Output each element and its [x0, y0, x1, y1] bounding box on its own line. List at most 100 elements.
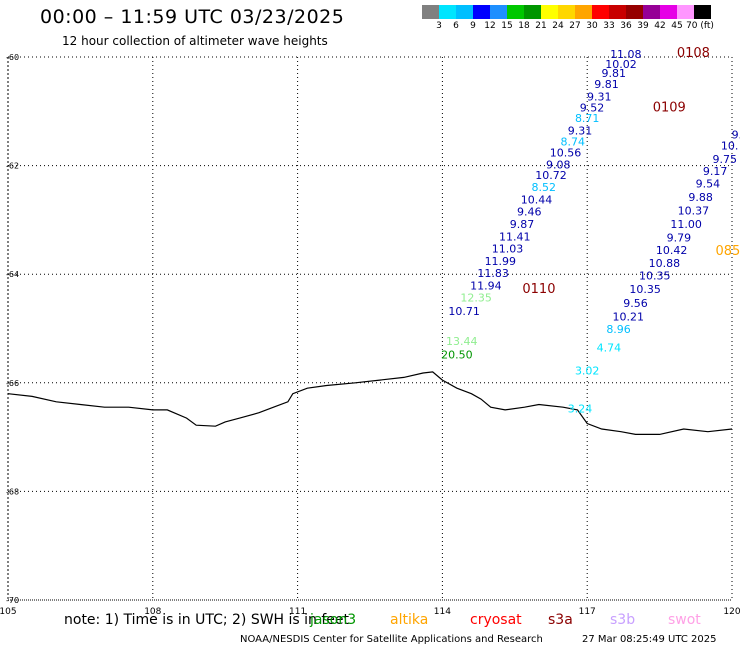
- lon-tick-label: 105: [0, 607, 17, 617]
- lon-tick-label: 114: [434, 607, 451, 617]
- wave-height-label: 10.: [721, 139, 739, 152]
- colorbar-label: 27: [569, 21, 581, 31]
- wave-height-label: 11.83: [477, 267, 509, 280]
- lat-tick-label: -70: [6, 596, 19, 605]
- wave-height-label: 10.35: [639, 270, 671, 283]
- wave-height-label: 9.52: [580, 101, 605, 114]
- wave-height-label: 9.79: [667, 232, 692, 245]
- wave-height-label: 9.88: [688, 191, 713, 204]
- pass-time-label: 0851: [715, 244, 740, 259]
- wave-height-label: 9.31: [568, 125, 593, 138]
- wave-height-label: 9.87: [510, 218, 535, 231]
- wave-height-label: 8.74: [560, 136, 585, 149]
- colorbar-swatch: [490, 5, 507, 19]
- wave-height-label: 9.56: [623, 297, 648, 310]
- antarctic-coastline: [7, 371, 733, 435]
- colorbar-label: 42: [654, 21, 666, 31]
- satellite-legend-item: cryosat: [470, 612, 522, 628]
- satellite-legend-item: s3b: [610, 612, 636, 628]
- wave-height-label: 9.46: [517, 206, 542, 219]
- wave-height-label: 10.37: [678, 204, 710, 217]
- credit-timestamp: 27 Mar 08:25:49 UTC 2025: [582, 634, 717, 645]
- wave-height-label: 11.99: [485, 255, 517, 268]
- colorbar-swatch: [592, 5, 609, 19]
- colorbar-swatch: [507, 5, 524, 19]
- wave-height-label: 10.56: [550, 146, 582, 159]
- pass-time-label: 0110: [522, 282, 555, 297]
- lon-tick-label: 108: [144, 607, 161, 617]
- colorbar-label: 45: [671, 21, 683, 31]
- colorbar-label: 70 (ft): [686, 21, 714, 31]
- wave-height-label: 3.24: [568, 403, 593, 416]
- satellite-legend-item: altika: [390, 612, 429, 628]
- wave-height-label: 20.50: [441, 348, 473, 361]
- colorbar-labels: 3 6 9 12 15 18 21 24 27 30 33 36 39 42 45 70 (ft): [422, 21, 740, 33]
- wave-height-label: 10.44: [521, 194, 553, 207]
- wave-height-label: 8.71: [575, 112, 600, 125]
- lat-tick-label: -66: [6, 379, 19, 388]
- colorbar-swatch: [456, 5, 473, 19]
- wave-height-label: 9.75: [713, 153, 738, 166]
- wave-height-label: 13.44: [446, 335, 478, 348]
- wave-height-label: 9.: [732, 128, 740, 141]
- wave-height-label: 9.54: [696, 177, 721, 190]
- satellite-legend-item: jason3: [310, 612, 357, 628]
- wave-height-label: 9.81: [594, 78, 619, 91]
- colorbar-swatch: [643, 5, 660, 19]
- colorbar-swatch: [422, 5, 439, 19]
- wave-height-label: 10.21: [612, 310, 644, 323]
- satellite-legend-item: swot: [668, 612, 701, 628]
- pass-time-label: 0109: [653, 100, 686, 115]
- wave-height-label: 10.72: [535, 169, 567, 182]
- wave-height-label: 11.94: [470, 279, 502, 292]
- colorbar-swatch: [439, 5, 456, 19]
- colorbar-label: 6: [453, 21, 459, 31]
- colorbar-label: 12: [484, 21, 496, 31]
- wave-height-label: 11.41: [499, 231, 531, 244]
- lon-tick-label: 111: [289, 607, 306, 617]
- page-title: 00:00 – 11:59 UTC 03/23/2025: [40, 6, 345, 28]
- wave-height-label: 4.74: [597, 341, 622, 354]
- colorbar-label: 18: [518, 21, 530, 31]
- wave-height-label: 3.02: [575, 365, 600, 378]
- wave-height-label: 11.00: [670, 218, 702, 231]
- wave-height-label: 8.52: [532, 181, 557, 194]
- colorbar-swatch: [473, 5, 490, 19]
- colorbar-swatch: [660, 5, 677, 19]
- colorbar-label: 39: [637, 21, 649, 31]
- colorbar-label: 24: [552, 21, 564, 31]
- lat-tick-label: -64: [6, 270, 19, 279]
- colorbar-swatch: [626, 5, 643, 19]
- wave-height-label: 11.08: [610, 48, 642, 61]
- lon-tick-label: 120: [723, 607, 740, 617]
- colorbar: [422, 5, 711, 19]
- wave-height-label: 8.96: [606, 323, 631, 336]
- colorbar-swatch: [609, 5, 626, 19]
- colorbar-label: 3: [436, 21, 442, 31]
- wave-height-label: 9.08: [546, 158, 571, 171]
- lat-tick-label: -68: [6, 487, 19, 496]
- page-subtitle: 12 hour collection of altimeter wave hei…: [62, 34, 328, 48]
- colorbar-label: 15: [501, 21, 513, 31]
- colorbar-label: 36: [620, 21, 632, 31]
- colorbar-label: 30: [586, 21, 598, 31]
- lat-tick-label: -62: [6, 162, 19, 171]
- wave-height-label: 9.17: [703, 165, 728, 178]
- colorbar-swatch: [575, 5, 592, 19]
- credit-text: NOAA/NESDIS Center for Satellite Applica…: [240, 634, 543, 645]
- wave-height-label: 10.35: [629, 283, 661, 296]
- colorbar-label: 9: [470, 21, 476, 31]
- wave-height-label: 9.31: [587, 90, 612, 103]
- wave-height-label: 10.42: [656, 244, 688, 257]
- wave-height-label: 10.88: [649, 257, 681, 270]
- map-frame: [7, 56, 733, 601]
- wave-height-label: 10.71: [448, 305, 480, 318]
- wave-height-label: 9.81: [601, 67, 626, 80]
- satellite-legend-item: s3a: [548, 612, 573, 628]
- colorbar-swatch: [694, 5, 711, 19]
- colorbar-label: 21: [535, 21, 547, 31]
- colorbar-swatch: [524, 5, 541, 19]
- colorbar-swatch: [541, 5, 558, 19]
- colorbar-label: 33: [603, 21, 615, 31]
